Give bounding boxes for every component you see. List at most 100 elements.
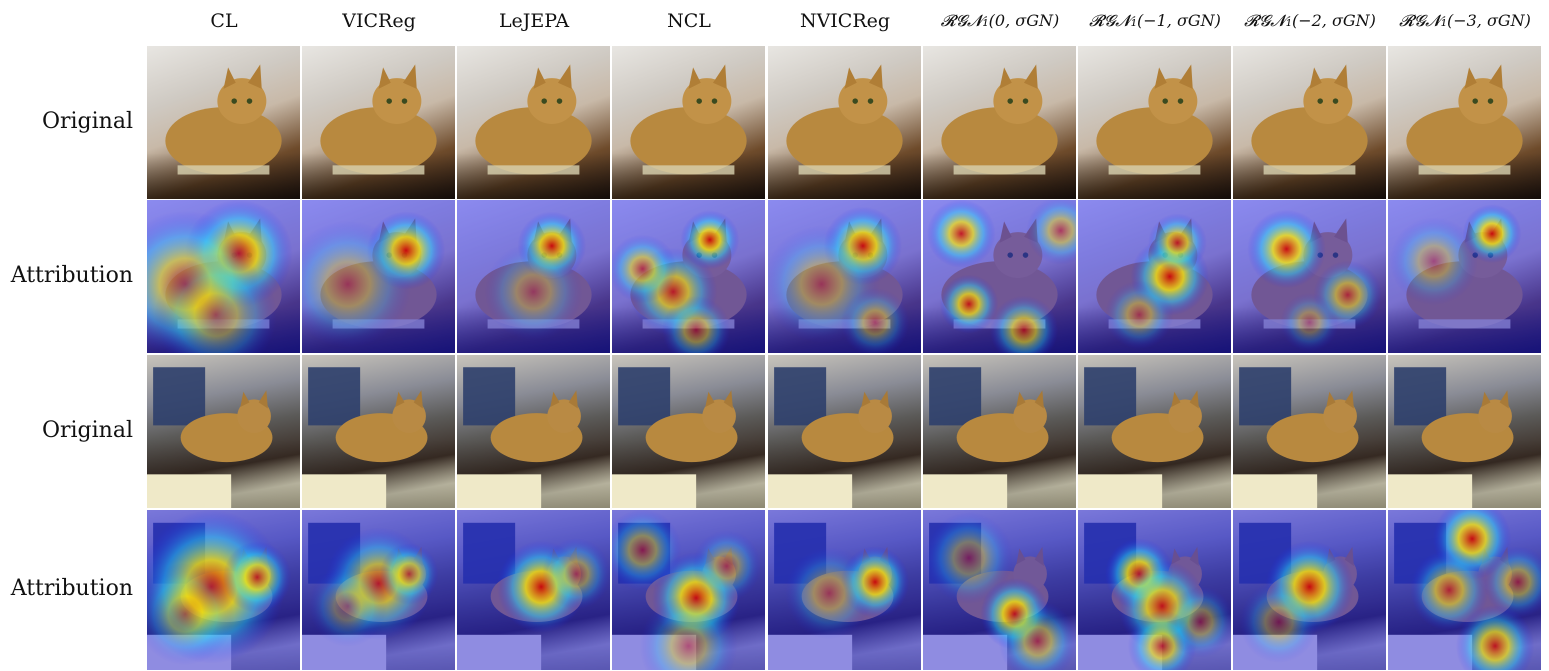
heat-blob bbox=[1148, 213, 1207, 273]
column-header-rgn1: 𝓡𝓖𝓝₁(−1, σGN) bbox=[1089, 11, 1221, 30]
original-image-nvicreg bbox=[768, 355, 921, 508]
attribution-map-ncl bbox=[612, 510, 765, 670]
original-image-lejepa bbox=[457, 355, 610, 508]
cat-photo-graphic bbox=[1251, 64, 1368, 175]
heatmap-graphic bbox=[612, 510, 765, 670]
cat-photo-graphic bbox=[1078, 367, 1204, 508]
attribution-map-lejepa bbox=[457, 200, 610, 353]
cat-photo-graphic bbox=[1388, 367, 1514, 508]
attribution-map-vicreg bbox=[302, 510, 455, 670]
heat-blob bbox=[154, 253, 278, 353]
heat-blob bbox=[1455, 605, 1535, 670]
heatmap-graphic bbox=[1078, 200, 1231, 353]
column-header-rgn0: 𝓡𝓖𝓝₁(0, σGN) bbox=[940, 11, 1060, 30]
row-label-original: Original bbox=[41, 417, 133, 443]
heat-blob bbox=[1247, 209, 1326, 289]
attribution-map-rgn3 bbox=[1388, 510, 1541, 670]
cat-shape bbox=[1406, 64, 1523, 175]
heatmap-graphic bbox=[768, 510, 921, 670]
heatmap-graphic bbox=[457, 200, 610, 353]
heatmap-graphic bbox=[1388, 510, 1541, 670]
heatmap-graphic bbox=[302, 200, 455, 353]
heat-blob bbox=[612, 510, 682, 591]
heat-blob bbox=[308, 565, 388, 647]
heatmap-graphic bbox=[147, 510, 300, 670]
cat-photo-graphic bbox=[165, 64, 282, 175]
attribution-map-nvicreg bbox=[768, 200, 921, 353]
original-image-rgn1 bbox=[1078, 46, 1231, 199]
attribution-map-nvicreg bbox=[768, 510, 921, 670]
column-header-cl: CL bbox=[210, 10, 238, 32]
heatmap-graphic bbox=[1078, 510, 1231, 670]
heat-blob bbox=[840, 288, 910, 353]
cat-shape bbox=[1078, 367, 1204, 508]
attribution-map-rgn2 bbox=[1233, 200, 1386, 353]
original-image-cl bbox=[147, 355, 300, 508]
cat-shape bbox=[630, 64, 747, 175]
cat-photo-graphic bbox=[768, 367, 894, 508]
cat-photo-graphic bbox=[302, 367, 428, 508]
original-image-rgn2 bbox=[1233, 355, 1386, 508]
heat-blob bbox=[639, 594, 738, 670]
heat-blob bbox=[1239, 581, 1319, 663]
heat-blob bbox=[542, 538, 610, 610]
original-image-nvicreg bbox=[768, 46, 921, 199]
cat-shape bbox=[457, 367, 583, 508]
heat-blob bbox=[1104, 280, 1174, 350]
heat-blob bbox=[989, 295, 1059, 353]
row-label-attribution: Attribution bbox=[10, 262, 133, 288]
heat-blob bbox=[785, 547, 874, 640]
cat-shape bbox=[941, 64, 1058, 175]
cat-photo-graphic bbox=[320, 64, 437, 175]
cat-shape bbox=[320, 64, 437, 175]
heatmap-graphic bbox=[1233, 200, 1386, 353]
original-image-rgn3 bbox=[1388, 46, 1541, 199]
cat-shape bbox=[1388, 367, 1514, 508]
cat-shape bbox=[768, 367, 894, 508]
heat-blob bbox=[926, 200, 996, 268]
heat-blob bbox=[1166, 586, 1231, 658]
heatmap-graphic bbox=[1388, 200, 1541, 353]
column-header-rgn3: 𝓡𝓖𝓝₁(−3, σGN) bbox=[1399, 11, 1531, 30]
attribution-map-rgn3 bbox=[1388, 200, 1541, 353]
heatmap-graphic bbox=[1233, 510, 1386, 670]
original-image-cl bbox=[147, 46, 300, 199]
heat-blob bbox=[612, 234, 677, 304]
attribution-map-vicreg bbox=[302, 200, 455, 353]
original-image-vicreg bbox=[302, 355, 455, 508]
heatmap-graphic bbox=[923, 510, 1076, 670]
cat-shape bbox=[165, 64, 282, 175]
heat-blob bbox=[484, 242, 583, 341]
heat-blob bbox=[1483, 546, 1541, 618]
attribution-map-rgn0 bbox=[923, 200, 1076, 353]
original-image-ncl bbox=[612, 355, 765, 508]
original-image-rgn1 bbox=[1078, 355, 1231, 508]
cat-shape bbox=[786, 64, 903, 175]
original-image-rgn3 bbox=[1388, 355, 1541, 508]
cat-photo-graphic bbox=[1406, 64, 1523, 175]
heatmap-graphic bbox=[768, 200, 921, 353]
cat-photo-graphic bbox=[1233, 367, 1359, 508]
cat-shape bbox=[612, 367, 738, 508]
cat-photo-graphic bbox=[941, 64, 1058, 175]
heatmap-graphic bbox=[923, 200, 1076, 353]
cat-photo-graphic bbox=[923, 367, 1049, 508]
attribution-map-cl bbox=[147, 510, 300, 670]
column-header-vicreg: VICReg bbox=[342, 10, 416, 32]
heat-blob bbox=[998, 600, 1076, 670]
cat-shape bbox=[923, 367, 1049, 508]
row-label-attribution: Attribution bbox=[10, 576, 133, 601]
cat-photo-graphic bbox=[475, 64, 592, 175]
heat-blob bbox=[222, 541, 292, 614]
cat-shape bbox=[1251, 64, 1368, 175]
cat-shape bbox=[1096, 64, 1213, 175]
heat-blob bbox=[147, 562, 235, 666]
cat-photo-graphic bbox=[147, 367, 273, 508]
cat-photo-graphic bbox=[612, 367, 738, 508]
heatmap-graphic bbox=[612, 200, 765, 353]
heat-blob bbox=[1462, 204, 1522, 264]
heat-blob bbox=[1389, 217, 1478, 306]
attribution-map-ncl bbox=[612, 200, 765, 353]
cat-shape bbox=[475, 64, 592, 175]
original-image-vicreg bbox=[302, 46, 455, 199]
